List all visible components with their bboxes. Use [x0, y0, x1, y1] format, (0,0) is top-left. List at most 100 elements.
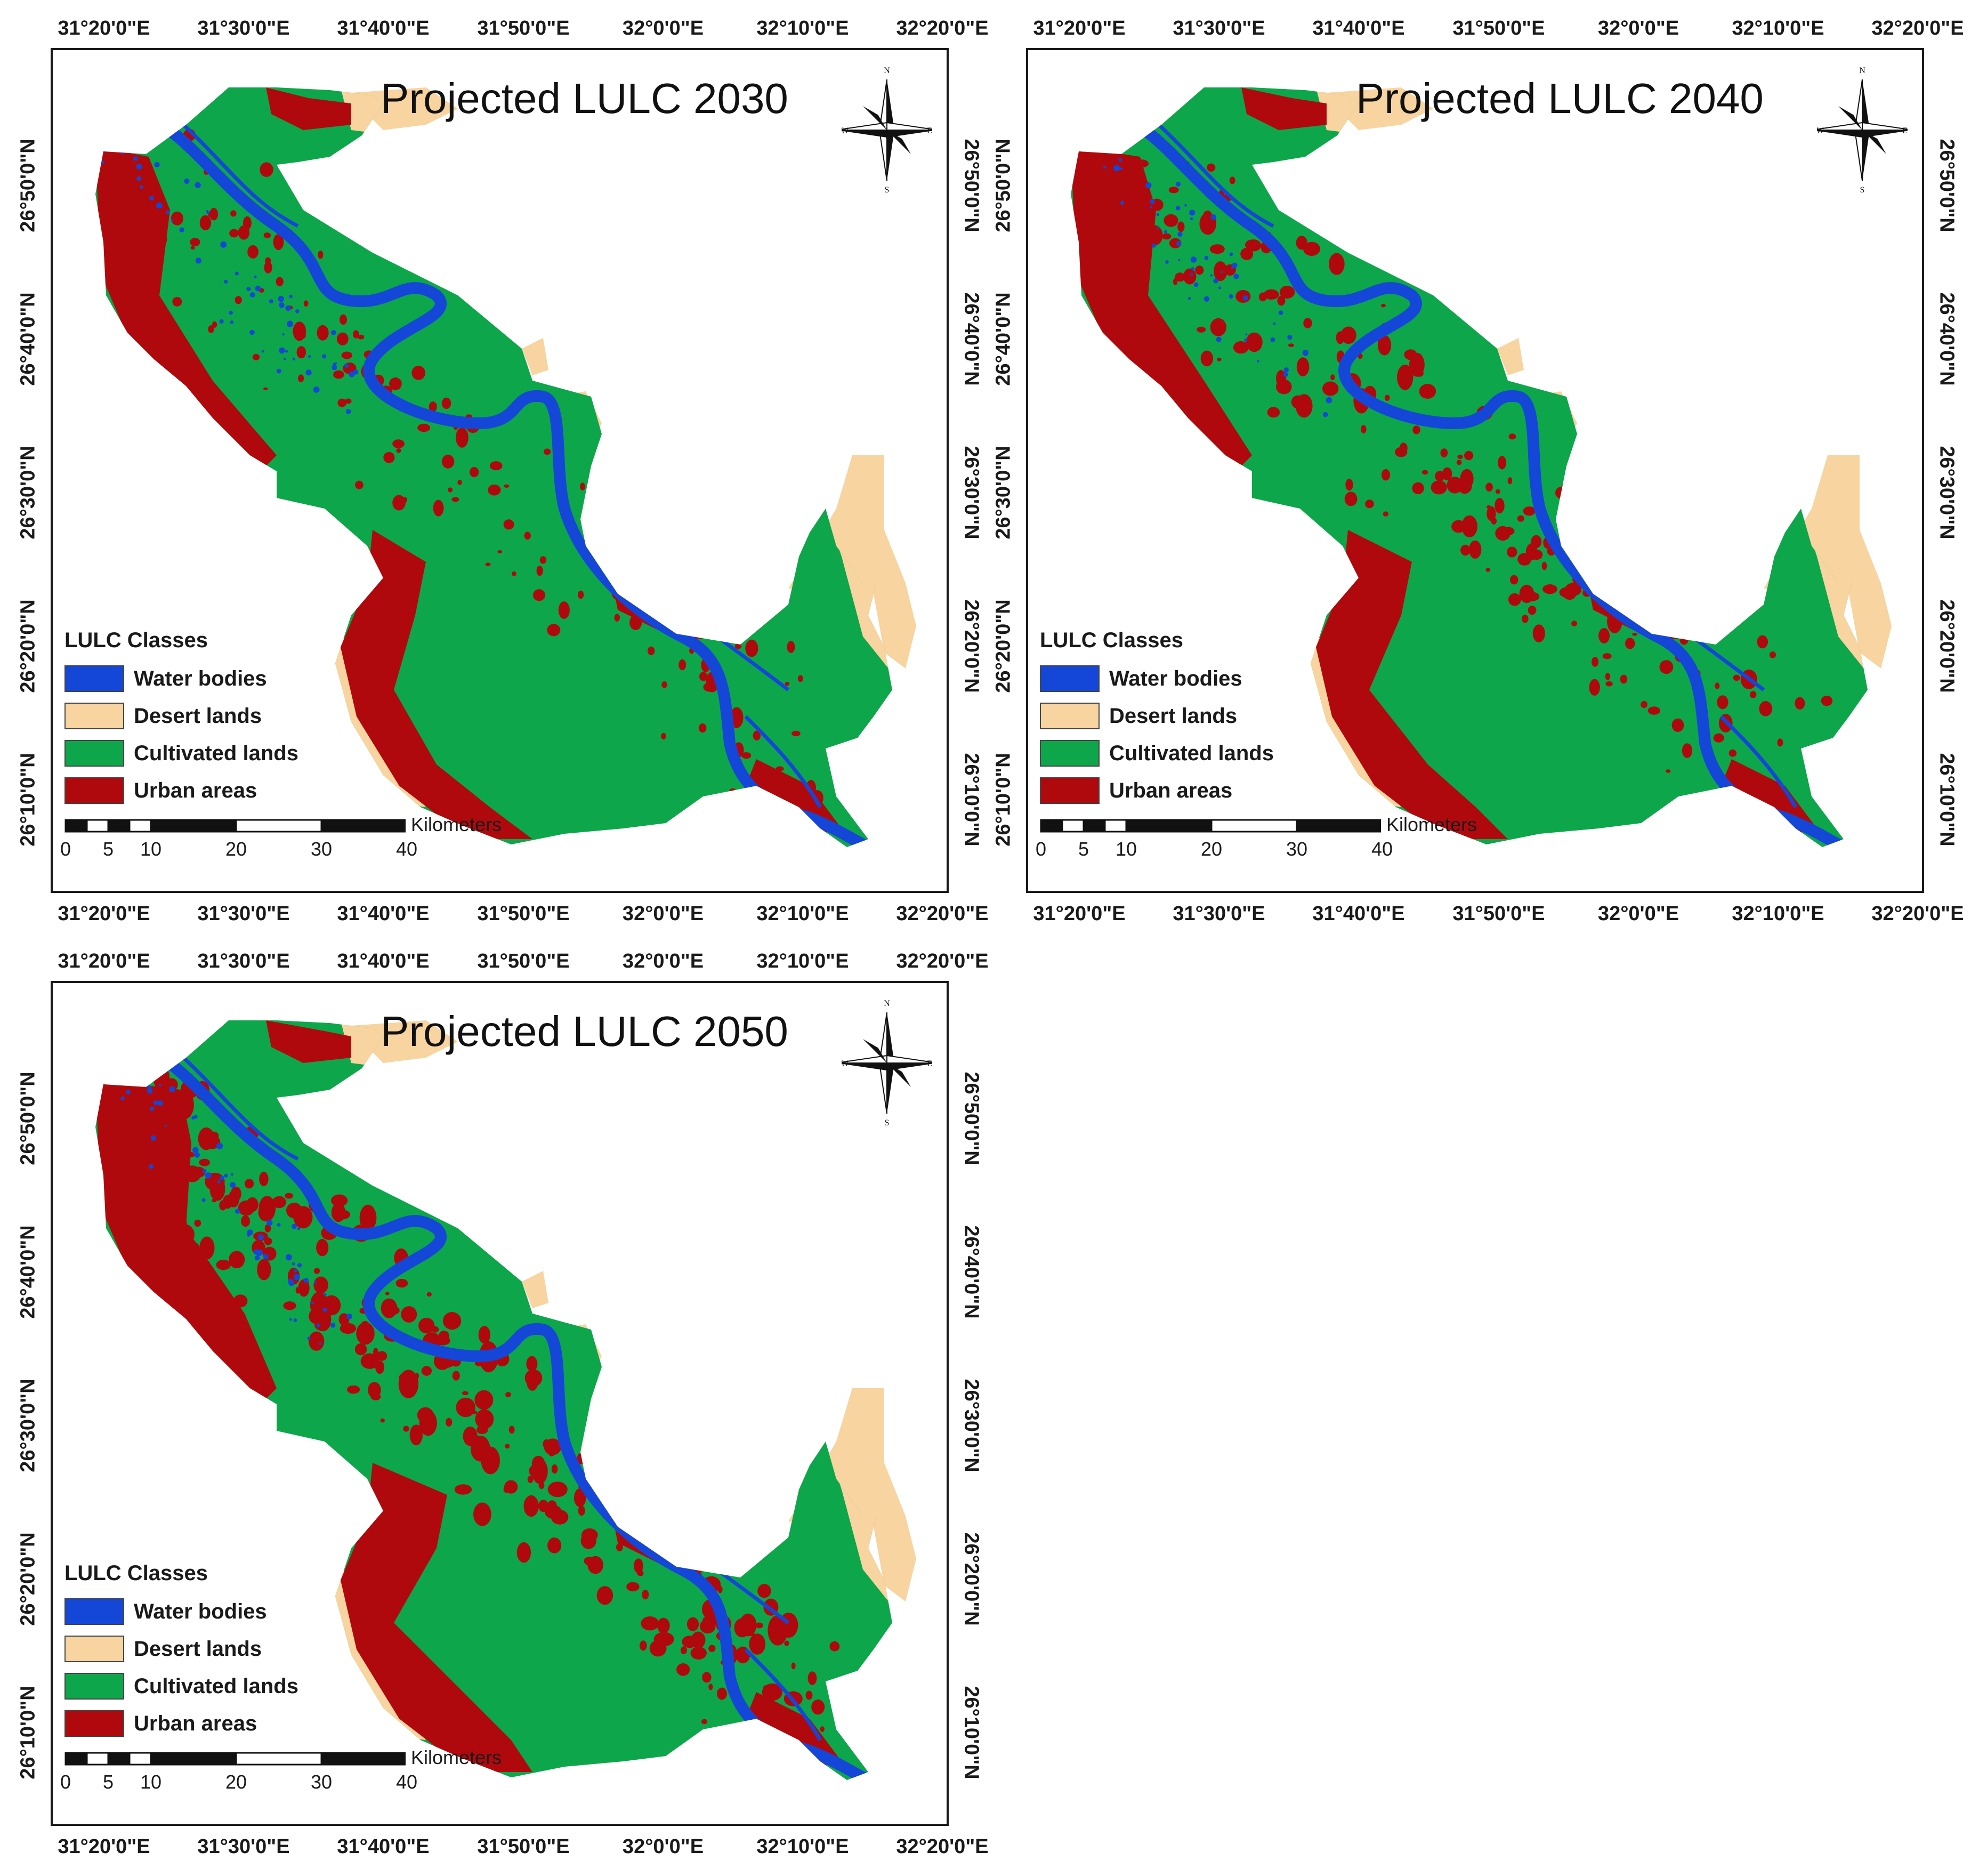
longitude-tick-label: 32°10'0"E [756, 1835, 849, 1858]
map-frame: Projected LULC 2050 N S E W LULC Classes Wa… [51, 981, 949, 1826]
urban-area [266, 87, 351, 130]
legend: LULC Classes Water bodies Desert lands Cul… [64, 629, 298, 809]
scale-bar-graphic [1040, 819, 1383, 833]
legend-item: Urban areas [1040, 772, 1274, 809]
scale-tick-label: 20 [1200, 838, 1223, 860]
scale-tick-label: 5 [102, 838, 114, 860]
desert-patch [351, 1020, 458, 1063]
longitude-tick-label: 32°10'0"E [1732, 17, 1824, 39]
longitude-tick-label: 32°0'0"E [622, 1835, 704, 1858]
scale-tick-label: 30 [1286, 838, 1308, 860]
legend-label: Desert lands [134, 704, 262, 728]
scale-segment [1125, 819, 1213, 833]
scale-segment [320, 819, 408, 833]
desert-patch [788, 1388, 916, 1601]
svg-text:S: S [885, 186, 890, 195]
svg-text:E: E [927, 1059, 932, 1068]
latitude-tick-label: 26°30'0"N [1935, 446, 1958, 540]
river-nile [1097, 103, 1844, 847]
longitude-tick-label: 31°40'0"E [1312, 903, 1405, 925]
svg-text:W: W [842, 126, 849, 135]
legend-label: Water bodies [1109, 666, 1242, 690]
desert-patch [1497, 338, 1524, 375]
scale-bar-graphic [64, 1752, 408, 1766]
river-nile [122, 103, 869, 847]
scale-bar-graphic [64, 819, 408, 833]
svg-text:N: N [1859, 66, 1865, 75]
latitude-tick-label: 26°10'0"N [992, 753, 1015, 847]
legend-swatch [64, 1598, 124, 1625]
latitude-tick-label: 26°20'0"N [960, 599, 983, 693]
latitude-tick-label: 26°50'0"N [17, 139, 39, 232]
longitude-tick-label: 32°10'0"E [756, 17, 849, 39]
latitude-tick-label: 26°20'0"N [992, 599, 1015, 693]
latitude-tick-label: 26°40'0"N [960, 1225, 983, 1319]
legend-label: Desert lands [1109, 704, 1238, 728]
map-frame: Projected LULC 2040 N S E W LULC Classes Wa… [1026, 48, 1924, 893]
map-title: Projected LULC 2030 [381, 75, 788, 122]
latitude-tick-label: 26°30'0"N [17, 1379, 39, 1472]
legend-items: Water bodies Desert lands Cultivated lands… [64, 660, 298, 809]
svg-text:E: E [1902, 126, 1908, 135]
longitude-tick-label: 31°50'0"E [477, 17, 570, 39]
river-nile [122, 1036, 869, 1780]
latitude-tick-label: 26°10'0"N [960, 1686, 983, 1780]
longitude-tick-label: 32°0'0"E [1597, 17, 1679, 39]
scale-bar: Kilometers 0 5 10 20 30 40 [1036, 814, 1477, 860]
scale-tick-label: 10 [140, 838, 162, 860]
legend-swatch [1040, 777, 1100, 804]
legend-swatch [1040, 703, 1100, 729]
scale-tick-label: 10 [1115, 838, 1137, 860]
scale-segment [1083, 819, 1106, 833]
lulc-map [95, 1020, 916, 1780]
longitude-tick-label: 31°50'0"E [1452, 903, 1545, 925]
svg-text:S: S [885, 1118, 890, 1128]
desert-patch [788, 455, 916, 669]
legend-item: Cultivated lands [64, 735, 298, 772]
scale-tick-label: 0 [60, 838, 71, 860]
scale-bar: Kilometers 0 5 10 20 30 40 [60, 1746, 502, 1793]
map-title: Projected LULC 2040 [1356, 75, 1764, 122]
desert-patch [1327, 87, 1433, 130]
scale-segment [107, 819, 131, 833]
scale-segment [150, 1752, 237, 1766]
svg-text:E: E [927, 126, 932, 135]
legend-label: Cultivated lands [134, 1674, 298, 1698]
legend-items: Water bodies Desert lands Cultivated lands… [64, 1593, 298, 1742]
legend-label: Urban areas [134, 1711, 257, 1735]
urban-area [1241, 87, 1327, 130]
scale-bar: Kilometers 0 5 10 20 30 40 [60, 814, 502, 860]
svg-text:W: W [1817, 126, 1824, 135]
scale-unit-label: Kilometers [411, 1746, 502, 1768]
desert-patch [1764, 455, 1892, 669]
legend: LULC Classes Water bodies Desert lands Cul… [64, 1561, 298, 1742]
legend-title: LULC Classes [64, 629, 208, 652]
latitude-tick-label: 26°50'0"N [960, 1072, 983, 1165]
desert-patch [522, 1271, 548, 1308]
scale-tick-label: 30 [310, 1771, 333, 1793]
legend-label: Urban areas [1109, 778, 1233, 802]
svg-text:W: W [842, 1059, 849, 1068]
urban-area [1316, 530, 1508, 839]
cultivated-area [1071, 87, 1868, 847]
urban-area [1071, 146, 1252, 477]
lulc-map [95, 87, 916, 847]
scale-tick-label: 5 [1078, 838, 1089, 860]
longitude-tick-label: 31°50'0"E [477, 1835, 570, 1858]
latitude-tick-label: 26°20'0"N [17, 599, 39, 693]
urban-area [341, 1463, 532, 1772]
legend-label: Urban areas [134, 778, 257, 802]
latitude-tick-label: 26°50'0"N [17, 1072, 39, 1165]
latitude-tick-label: 26°30'0"N [960, 446, 983, 540]
longitude-tick-label: 31°30'0"E [1173, 903, 1265, 925]
legend-item: Water bodies [64, 660, 298, 697]
scale-tick-label: 10 [140, 1771, 162, 1793]
longitude-tick-label: 31°30'0"E [197, 950, 290, 972]
svg-text:N: N [884, 999, 890, 1008]
longitude-tick-label: 31°40'0"E [337, 1835, 430, 1858]
urban-area [341, 530, 532, 839]
desert-patch [522, 338, 548, 375]
legend-item: Desert lands [64, 1630, 298, 1668]
scale-segment [128, 819, 152, 833]
scale-tick-label: 0 [60, 1771, 71, 1793]
